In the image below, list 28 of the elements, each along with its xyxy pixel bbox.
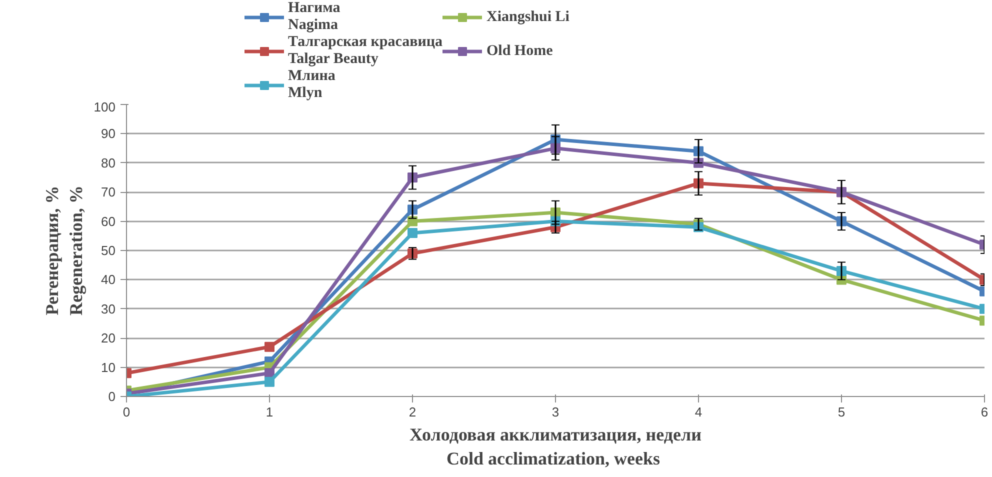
x-axis-title: Холодовая акклиматизация, недели Cold acclimatization, weeks	[410, 424, 702, 468]
y-tick-label: 70	[101, 184, 116, 200]
legend-label: Xiangshui Li	[486, 8, 570, 26]
legend-label: Млина Mlyn	[288, 68, 336, 102]
y-tick-label: 80	[101, 155, 116, 170]
y-tick-label: 50	[101, 243, 116, 258]
legend-label: Нагима Nagima	[288, 0, 340, 34]
legend-label: Талгарская красавица Talgar Beauty	[288, 34, 442, 68]
y-axis-title: Регенерация, % Regeneration, %	[42, 186, 86, 316]
x-tick-label: 2	[408, 404, 416, 420]
y-tick-label: 0	[108, 389, 116, 404]
x-tick-label: 0	[122, 404, 130, 420]
y-tick-label: 20	[101, 330, 116, 346]
x-tick-label: 4	[694, 404, 702, 420]
x-tick-label: 3	[552, 404, 560, 420]
point	[408, 228, 418, 238]
x-tick-label: 1	[266, 404, 274, 420]
x-tick-label: 5	[838, 404, 846, 420]
x-tick-label: 6	[980, 404, 988, 420]
y-tick-label: 90	[101, 126, 116, 142]
point	[264, 376, 274, 387]
y-tick-label: 40	[101, 272, 116, 288]
y-tick-label: 30	[101, 301, 116, 316]
y-tick-label: 100	[94, 100, 116, 114]
point	[264, 342, 274, 352]
legend-label: Old Home	[486, 42, 553, 60]
y-tick-label: 10	[101, 360, 116, 375]
y-tick-label: 60	[101, 214, 116, 229]
